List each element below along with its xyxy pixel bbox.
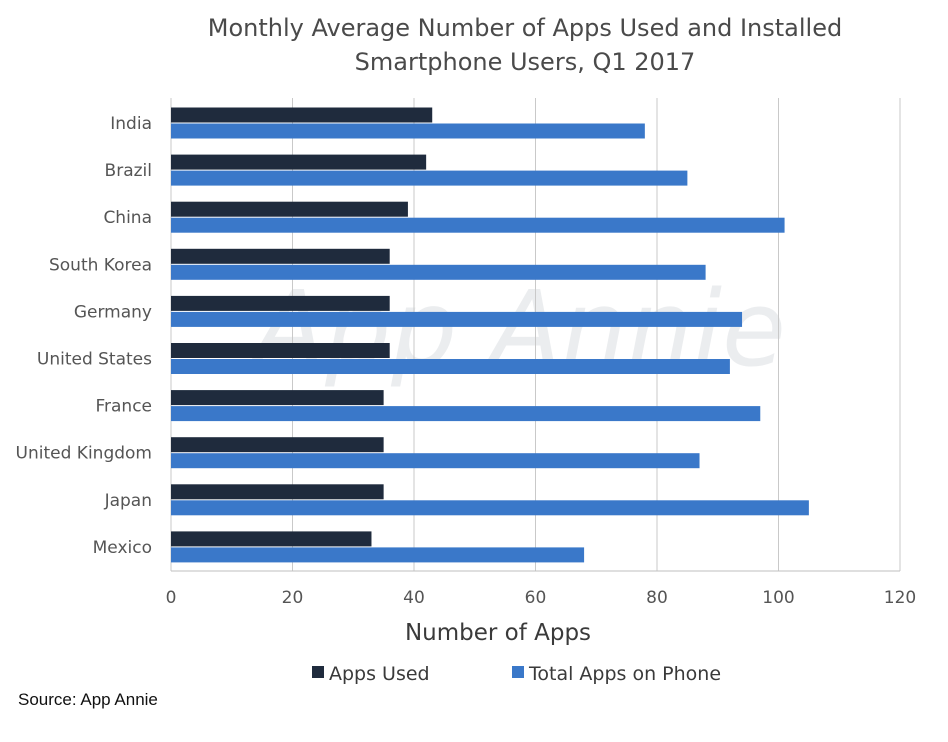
category-label: Brazil	[105, 161, 152, 181]
bar-apps-used	[171, 107, 433, 123]
chart-title-line-1: Monthly Average Number of Apps Used and …	[208, 14, 842, 42]
category-label: United States	[37, 350, 152, 370]
bar-apps-used	[171, 154, 427, 170]
bar-apps-used	[171, 343, 390, 358]
category-label: India	[110, 114, 152, 134]
bar-apps-used	[171, 531, 372, 547]
bar-total-apps	[171, 123, 645, 139]
x-tick-label: 40	[403, 588, 425, 608]
bar-apps-used	[171, 390, 384, 406]
bar-total-apps	[171, 311, 743, 327]
legend-label: Apps Used	[329, 663, 430, 685]
category-label: Mexico	[93, 538, 152, 558]
legend-swatch	[512, 666, 524, 678]
bar-total-apps	[171, 359, 730, 374]
category-label: France	[95, 397, 152, 417]
x-tick-label: 20	[282, 588, 304, 608]
x-tick-label: 60	[525, 588, 547, 608]
bar-apps-used	[171, 201, 408, 217]
category-label: South Korea	[49, 255, 152, 275]
chart-title-line-2: Smartphone Users, Q1 2017	[355, 48, 696, 76]
bar-total-apps	[171, 500, 809, 516]
bar-total-apps	[171, 547, 585, 563]
x-tick-label: 120	[884, 588, 916, 608]
bar-total-apps	[171, 453, 700, 469]
category-label: Japan	[104, 491, 152, 511]
bar-apps-used	[171, 248, 390, 264]
category-label: China	[103, 208, 152, 228]
x-axis-title: Number of Apps	[405, 620, 591, 646]
category-label: Germany	[74, 302, 152, 322]
bar-apps-used	[171, 295, 390, 311]
bar-apps-used	[171, 484, 384, 500]
bar-apps-used	[171, 437, 384, 453]
x-tick-label: 0	[166, 588, 177, 608]
source-note: Source: App Annie	[18, 690, 158, 709]
category-label: United Kingdom	[16, 444, 152, 464]
bar-total-apps	[171, 406, 761, 422]
bar-total-apps	[171, 264, 706, 280]
bar-total-apps	[171, 217, 785, 233]
x-tick-label: 100	[762, 588, 794, 608]
x-tick-label: 80	[646, 588, 668, 608]
bar-total-apps	[171, 170, 688, 186]
legend-swatch	[312, 666, 324, 678]
legend-label: Total Apps on Phone	[528, 663, 721, 685]
